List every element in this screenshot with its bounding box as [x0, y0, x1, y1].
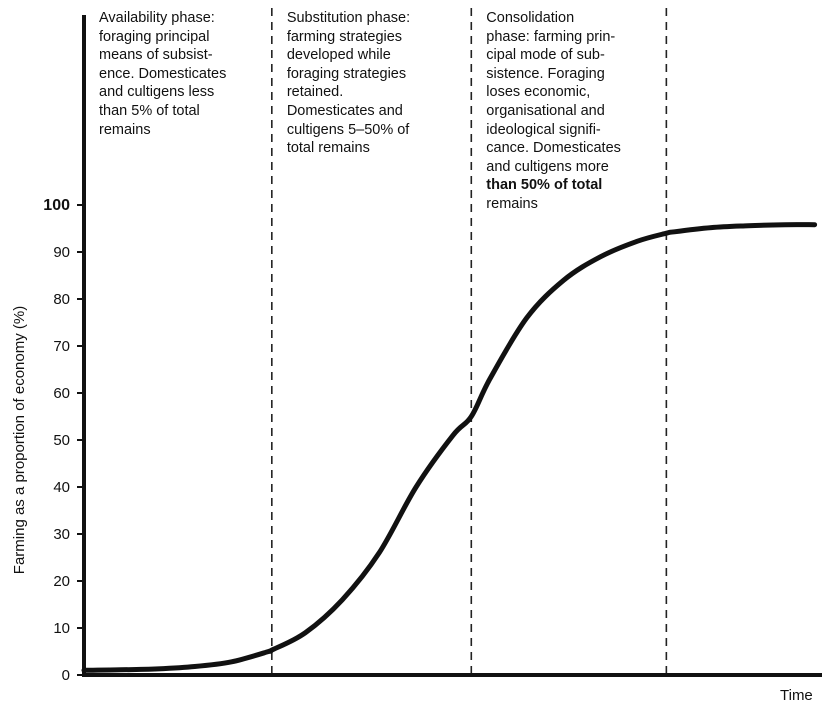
y-tick-label: 60 [53, 385, 70, 402]
y-tick-label: 50 [53, 432, 70, 449]
phase-description-line: foraging strategies [286, 65, 407, 82]
y-ticks: 0 10 20 30 40 50 60 70 80 90 100 [43, 197, 84, 684]
phase-description-line: means of subsist- [99, 47, 213, 64]
x-axis-label: Time [780, 687, 813, 703]
series-line [81, 222, 818, 673]
phase-description-line: foraging principal [99, 28, 210, 45]
phase-description-line: remains [99, 121, 151, 138]
phase-description: Availability phase: foraging principal mea… [99, 9, 226, 139]
phase-description-line: Substitution phase: [286, 10, 411, 26]
phase-description-line: loses economic, [486, 84, 591, 101]
phase-description-line: farming strategies [286, 28, 403, 45]
y-tick-label: 0 [62, 667, 70, 684]
phase-description-line: sistence. Foraging [486, 65, 605, 82]
phase-description-line: developed while [286, 47, 391, 64]
phase-description-line: cance. Domesticates [486, 140, 621, 157]
phase-description-line: phase: farming prin- [486, 28, 616, 45]
y-tick-label: 90 [53, 244, 70, 261]
y-axis-label: Farming as a proportion of economy (%) [11, 306, 28, 574]
phase-description-line: than 5% of total [99, 102, 200, 119]
y-tick-label: 40 [53, 479, 70, 496]
phase-description-line: and cultigens less [99, 84, 215, 101]
y-tick-label: 100 [43, 197, 70, 214]
phase-description-line: ideological signifi- [486, 121, 601, 138]
phase-description-line: Availability phase: [99, 10, 215, 26]
chart-series [81, 222, 818, 673]
phase-description-line: total remains [286, 140, 370, 157]
phase-description-line: cultigens 5–50% of [286, 121, 410, 138]
phase-description-line: Consolidation [486, 10, 575, 26]
y-tick-label: 80 [53, 291, 70, 308]
phase-description-line: cipal mode of sub- [486, 47, 605, 64]
phase-description-line: organisational and [486, 102, 605, 119]
phase-description-line: ence. Domesticates [99, 65, 227, 82]
y-tick-label: 10 [53, 620, 70, 637]
phase-description-line: remains [486, 195, 538, 212]
phase-description-line: retained. [286, 84, 344, 101]
y-tick-label: 70 [53, 338, 70, 355]
y-tick-label: 30 [53, 526, 70, 543]
phase-description-line: and cultigens more [486, 158, 609, 175]
y-tick-label: 20 [53, 573, 70, 590]
phase-description-line: Domesticates and [286, 102, 403, 119]
phase-description: Substitution phase: farming strategies dev… [287, 9, 410, 158]
phase-description-line: than 50% of total [486, 177, 603, 194]
phase-description: Consolidation phase: farming prin-cipal m… [486, 9, 621, 214]
